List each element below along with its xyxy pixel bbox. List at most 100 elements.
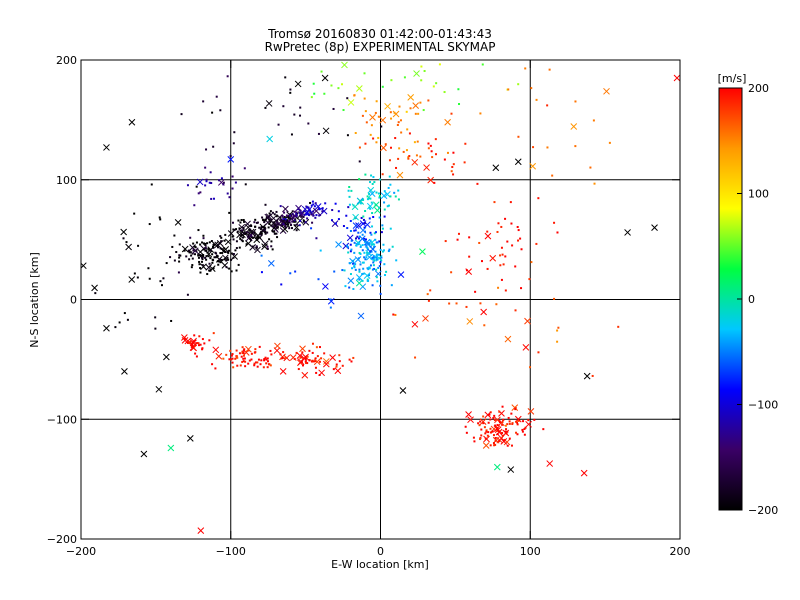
data-point xyxy=(189,340,192,343)
data-point xyxy=(366,198,369,201)
data-point xyxy=(337,87,340,90)
data-point-cross xyxy=(482,442,490,449)
colorbar-tick-label: 200 xyxy=(748,82,769,95)
data-point xyxy=(282,351,285,354)
data-point xyxy=(241,352,244,355)
data-point xyxy=(232,142,235,145)
data-point xyxy=(228,211,231,214)
data-point xyxy=(250,352,253,355)
data-point xyxy=(375,141,378,144)
data-point xyxy=(501,432,504,435)
data-point xyxy=(528,278,531,281)
data-point xyxy=(263,226,266,229)
data-point xyxy=(389,227,392,230)
data-point xyxy=(307,122,310,125)
data-point xyxy=(284,225,287,228)
data-point xyxy=(197,254,200,257)
data-point xyxy=(257,358,260,361)
data-point xyxy=(186,184,189,187)
data-point xyxy=(208,269,211,272)
x-tick-label: 200 xyxy=(670,545,691,558)
data-point xyxy=(429,289,432,292)
data-point xyxy=(363,251,366,254)
data-point xyxy=(239,237,242,240)
data-point xyxy=(192,242,195,245)
data-point xyxy=(362,215,365,218)
data-point xyxy=(381,85,384,88)
data-point-cross xyxy=(502,429,510,437)
data-point xyxy=(228,267,231,270)
data-point xyxy=(198,254,201,257)
data-point xyxy=(169,256,172,259)
data-point xyxy=(356,235,359,238)
data-point xyxy=(220,177,223,180)
data-point-cross xyxy=(492,164,500,172)
data-point xyxy=(264,219,267,222)
data-point-cross xyxy=(293,224,300,231)
data-point xyxy=(269,364,272,367)
data-point xyxy=(216,260,219,263)
data-point xyxy=(450,271,453,274)
data-point xyxy=(353,229,356,232)
data-point xyxy=(236,230,239,233)
data-point xyxy=(485,429,488,432)
data-point xyxy=(275,215,278,218)
data-point xyxy=(232,253,235,256)
data-point xyxy=(94,292,97,295)
data-point xyxy=(366,246,369,249)
data-point xyxy=(205,178,208,181)
data-point xyxy=(188,258,191,261)
data-point xyxy=(397,157,400,160)
data-point xyxy=(355,244,358,247)
data-point xyxy=(201,348,204,351)
data-point xyxy=(209,249,212,252)
data-point xyxy=(499,264,502,267)
data-point-cross xyxy=(270,219,277,227)
data-point xyxy=(435,153,438,156)
data-point xyxy=(394,313,397,316)
data-point xyxy=(310,204,313,207)
data-point xyxy=(217,263,220,266)
data-point xyxy=(276,236,279,239)
data-point-cross xyxy=(419,248,426,255)
data-point xyxy=(193,334,196,337)
data-point xyxy=(364,258,367,261)
data-point xyxy=(377,136,380,139)
data-point xyxy=(366,279,369,282)
data-point xyxy=(236,356,239,359)
data-point xyxy=(293,219,296,222)
data-point xyxy=(502,418,505,421)
data-point xyxy=(159,218,162,221)
data-point xyxy=(498,410,501,413)
data-point xyxy=(332,368,335,371)
data-point xyxy=(293,113,296,116)
data-point xyxy=(375,268,378,271)
data-point-cross xyxy=(507,466,515,473)
data-point-cross xyxy=(121,367,128,375)
data-point xyxy=(374,238,377,241)
data-point xyxy=(259,233,262,236)
data-point xyxy=(332,107,335,110)
data-point xyxy=(299,114,302,117)
data-point xyxy=(227,258,230,261)
data-point xyxy=(429,144,432,147)
data-point xyxy=(333,270,336,273)
data-point xyxy=(556,231,559,234)
data-point-cross xyxy=(570,123,578,130)
data-point xyxy=(218,179,221,182)
data-point xyxy=(284,356,287,359)
data-point xyxy=(349,273,352,276)
data-point xyxy=(348,358,351,361)
data-point xyxy=(201,347,204,350)
data-point xyxy=(270,218,273,221)
data-point xyxy=(242,218,245,221)
data-point xyxy=(250,225,253,228)
data-point xyxy=(399,119,402,122)
data-point xyxy=(243,220,246,223)
data-point xyxy=(493,414,496,417)
data-point-cross xyxy=(224,238,232,246)
data-point-cross xyxy=(412,102,420,110)
data-point xyxy=(530,261,533,264)
data-point xyxy=(242,352,245,355)
data-point xyxy=(263,359,266,362)
